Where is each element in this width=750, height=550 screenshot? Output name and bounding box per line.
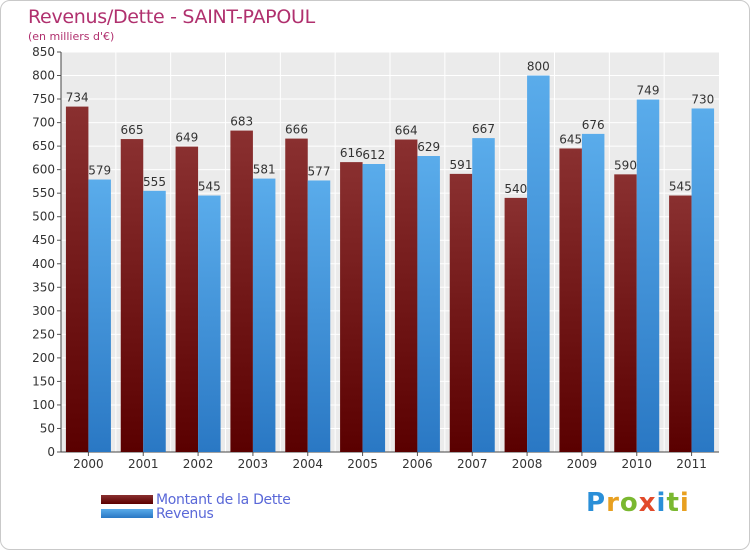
bar-revenus: [252, 178, 276, 452]
data-label: 683: [230, 115, 253, 129]
x-tick-label: 2006: [402, 457, 433, 471]
bar-dette: [120, 139, 144, 452]
y-tick-label: 300: [32, 304, 55, 318]
bar-revenus: [417, 156, 440, 452]
bar-dette: [175, 146, 199, 452]
x-tick-label: 2001: [128, 457, 159, 471]
y-tick-label: 400: [32, 257, 55, 271]
data-label: 734: [66, 91, 89, 105]
bar-revenus: [691, 108, 715, 453]
bar-dette: [504, 197, 528, 452]
y-tick-label: 850: [32, 45, 55, 59]
data-label: 545: [198, 180, 221, 194]
bar-revenus: [198, 195, 221, 452]
bar-revenus: [472, 138, 495, 452]
data-label: 616: [340, 146, 363, 160]
data-label: 749: [637, 84, 660, 98]
y-tick-label: 500: [32, 210, 55, 224]
x-tick-label: 2008: [512, 457, 543, 471]
bar-dette: [614, 174, 637, 452]
bar-revenus: [143, 190, 166, 452]
data-label: 577: [308, 164, 331, 178]
y-tick-label: 150: [32, 374, 55, 388]
data-label: 800: [527, 60, 550, 74]
data-label: 591: [450, 158, 473, 172]
data-labels: 734 579 665 555 649 545 683 581 666 577 616 612 664 6…: [66, 60, 715, 196]
x-tick-label: 2004: [292, 457, 323, 471]
bar-revenus: [636, 99, 660, 452]
x-tick-label: 2010: [621, 457, 652, 471]
data-label: 730: [691, 92, 714, 106]
data-label: 649: [175, 131, 198, 145]
data-label: 665: [121, 123, 144, 137]
bars: [65, 75, 715, 453]
data-label: 590: [614, 158, 637, 172]
y-tick-label: 350: [32, 280, 55, 294]
bar-dette: [449, 173, 473, 452]
y-tick-label: 450: [32, 233, 55, 247]
chart-title: Revenus/Dette - SAINT-PAPOUL: [28, 6, 315, 28]
bar-dette: [340, 162, 363, 452]
data-label: 667: [472, 122, 495, 136]
bar-revenus: [527, 75, 550, 452]
bar-dette: [669, 195, 692, 452]
data-label: 581: [253, 163, 276, 177]
y-tick-label: 200: [32, 351, 55, 365]
data-label: 664: [395, 124, 418, 138]
y-tick-label: 250: [32, 327, 55, 341]
bar-revenus: [88, 179, 111, 452]
y-tick-label: 650: [32, 139, 55, 153]
y-tick-label: 750: [32, 92, 55, 106]
bar-revenus: [362, 164, 386, 452]
x-tick-label: 2007: [457, 457, 488, 471]
legend-label-dette: Montant de la Dette: [156, 491, 291, 508]
data-label: 612: [362, 148, 385, 162]
x-tick-label: 2003: [238, 457, 269, 471]
data-label: 540: [504, 182, 527, 196]
data-label: 545: [669, 180, 692, 194]
data-label: 579: [88, 164, 111, 178]
bar-dette: [559, 148, 582, 452]
legend-label-revenus: Revenus: [156, 505, 214, 522]
gridlines: [61, 51, 719, 453]
x-tick-label: 2000: [73, 457, 104, 471]
proxiti-logo: Proxiti: [586, 488, 690, 518]
x-tick-label: 2009: [567, 457, 598, 471]
legend-item-dette: Montant de la Dette: [101, 489, 291, 508]
chart-subtitle: (en milliers d'€): [28, 30, 115, 43]
y-tick-label: 800: [32, 69, 55, 83]
data-label: 676: [582, 118, 605, 132]
bar-dette: [394, 139, 418, 452]
bar-dette: [65, 106, 89, 453]
y-tick-label: 600: [32, 163, 55, 177]
legend-item-revenus: Revenus: [101, 503, 214, 522]
x-tick-label: 2011: [676, 457, 707, 471]
data-label: 629: [417, 140, 440, 154]
y-tick-label: 100: [32, 398, 55, 412]
bar-revenus: [307, 180, 331, 452]
x-tick-label: 2005: [347, 457, 378, 471]
y-tick-label: 550: [32, 186, 55, 200]
y-tick-label: 50: [40, 421, 55, 435]
y-tick-label: 0: [47, 445, 55, 459]
data-label: 666: [285, 123, 308, 137]
legend-swatch-dette: [101, 495, 153, 504]
bar-revenus: [581, 133, 605, 452]
bar-dette: [230, 130, 253, 452]
bar-dette: [285, 138, 308, 452]
legend-swatch-revenus: [101, 509, 153, 518]
data-label: 645: [559, 132, 582, 146]
data-label: 555: [143, 175, 166, 189]
y-tick-label: 700: [32, 116, 55, 130]
axes: 0 50 100 150 200 250 300 350 400 450 500 550 600 650 7…: [32, 45, 719, 471]
x-tick-label: 2002: [183, 457, 214, 471]
